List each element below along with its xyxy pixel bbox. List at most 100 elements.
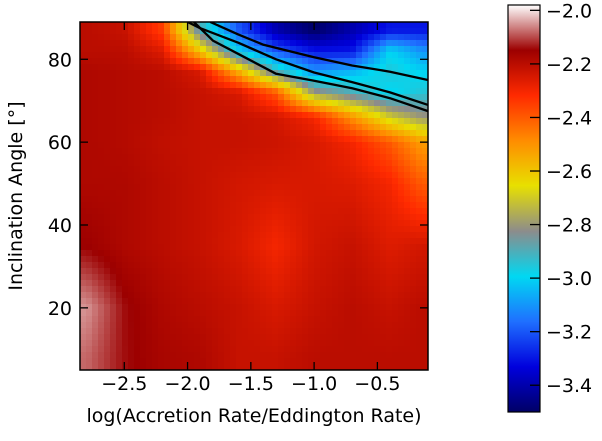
heatmap-cell — [308, 70, 315, 77]
heatmap-cell — [128, 70, 135, 77]
heatmap-cell — [110, 142, 117, 149]
heatmap-cell — [392, 58, 399, 65]
heatmap-cell — [278, 274, 285, 281]
heatmap-cell — [308, 136, 315, 143]
heatmap-cell — [404, 124, 411, 131]
heatmap-cell — [80, 340, 87, 347]
colorbar-tick-label: −2.4 — [546, 107, 592, 129]
heatmap-cell — [242, 280, 249, 287]
heatmap-cell — [218, 220, 225, 227]
heatmap-cell — [230, 130, 237, 137]
heatmap-cell — [362, 274, 369, 281]
heatmap-cell — [146, 208, 153, 215]
heatmap-cell — [344, 148, 351, 155]
heatmap-cell — [368, 136, 375, 143]
heatmap-cell — [284, 334, 291, 341]
heatmap-cell — [224, 136, 231, 143]
heatmap-cell — [266, 112, 273, 119]
heatmap-cell — [284, 46, 291, 53]
heatmap-cell — [212, 304, 219, 311]
heatmap-cell — [344, 352, 351, 359]
heatmap-cell — [308, 142, 315, 149]
heatmap-cell — [92, 274, 99, 281]
heatmap-cell — [152, 58, 159, 65]
heatmap-cell — [380, 196, 387, 203]
heatmap-cell — [392, 64, 399, 71]
heatmap-cell — [128, 334, 135, 341]
heatmap-cell — [146, 322, 153, 329]
heatmap-cell — [224, 334, 231, 341]
heatmap-cell — [170, 226, 177, 233]
heatmap-cell — [194, 304, 201, 311]
heatmap-cell — [332, 100, 339, 107]
heatmap-cell — [386, 100, 393, 107]
heatmap-cell — [362, 46, 369, 53]
heatmap-cell — [398, 208, 405, 215]
heatmap-cell — [302, 106, 309, 113]
heatmap-cell — [416, 46, 423, 53]
heatmap-cell — [398, 220, 405, 227]
heatmap-cell — [86, 94, 93, 101]
heatmap-cell — [332, 70, 339, 77]
heatmap-cell — [104, 160, 111, 167]
heatmap-cell — [380, 328, 387, 335]
heatmap-cell — [116, 190, 123, 197]
heatmap-cell — [272, 34, 279, 41]
heatmap-cell — [218, 190, 225, 197]
heatmap-cell — [344, 76, 351, 83]
heatmap-cell — [392, 232, 399, 239]
heatmap-cell — [218, 136, 225, 143]
heatmap-cell — [80, 310, 87, 317]
heatmap-cell — [314, 52, 321, 59]
heatmap-cell — [86, 226, 93, 233]
heatmap-cell — [116, 88, 123, 95]
heatmap-cell — [386, 76, 393, 83]
heatmap-cell — [176, 178, 183, 185]
heatmap-cell — [86, 130, 93, 137]
heatmap-cell — [104, 256, 111, 263]
heatmap-cell — [398, 166, 405, 173]
heatmap-cell — [80, 88, 87, 95]
heatmap-cell — [158, 76, 165, 83]
heatmap-cell — [122, 280, 129, 287]
heatmap-cell — [98, 274, 105, 281]
heatmap-cell — [308, 100, 315, 107]
x-tick-label: −1.5 — [228, 373, 274, 395]
heatmap-cell — [188, 190, 195, 197]
heatmap-cell — [260, 268, 267, 275]
heatmap-cell — [374, 214, 381, 221]
heatmap-cell — [308, 310, 315, 317]
heatmap-cell — [374, 202, 381, 209]
heatmap-cell — [236, 136, 243, 143]
heatmap-cell — [122, 364, 129, 370]
heatmap-cell — [242, 148, 249, 155]
heatmap-cell — [224, 40, 231, 47]
heatmap-cell — [254, 94, 261, 101]
heatmap-cell — [176, 22, 183, 29]
heatmap-cell — [218, 298, 225, 305]
heatmap-cell — [140, 196, 147, 203]
heatmap-cell — [236, 106, 243, 113]
heatmap-cell — [116, 94, 123, 101]
heatmap-cell — [92, 22, 99, 29]
heatmap-cell — [404, 136, 411, 143]
heatmap-cell — [110, 292, 117, 299]
heatmap-cell — [416, 130, 423, 137]
heatmap-cell — [110, 250, 117, 257]
heatmap-cell — [116, 112, 123, 119]
heatmap-cell — [404, 46, 411, 53]
heatmap-cell — [416, 292, 423, 299]
heatmap-cell — [362, 316, 369, 323]
heatmap-cell — [128, 232, 135, 239]
heatmap-cell — [104, 94, 111, 101]
heatmap-cell — [386, 280, 393, 287]
heatmap-cell — [218, 214, 225, 221]
heatmap-cell — [398, 352, 405, 359]
heatmap-cell — [104, 220, 111, 227]
heatmap-cell — [326, 196, 333, 203]
heatmap-cell — [164, 292, 171, 299]
heatmap-cell — [296, 244, 303, 251]
heatmap-cell — [350, 202, 357, 209]
heatmap-cell — [302, 256, 309, 263]
heatmap-cell — [362, 136, 369, 143]
